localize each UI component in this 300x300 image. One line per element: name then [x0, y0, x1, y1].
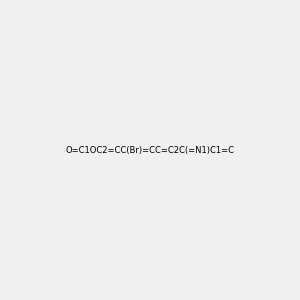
Text: O=C1OC2=CC(Br)=CC=C2C(=N1)C1=C: O=C1OC2=CC(Br)=CC=C2C(=N1)C1=C	[65, 146, 235, 154]
